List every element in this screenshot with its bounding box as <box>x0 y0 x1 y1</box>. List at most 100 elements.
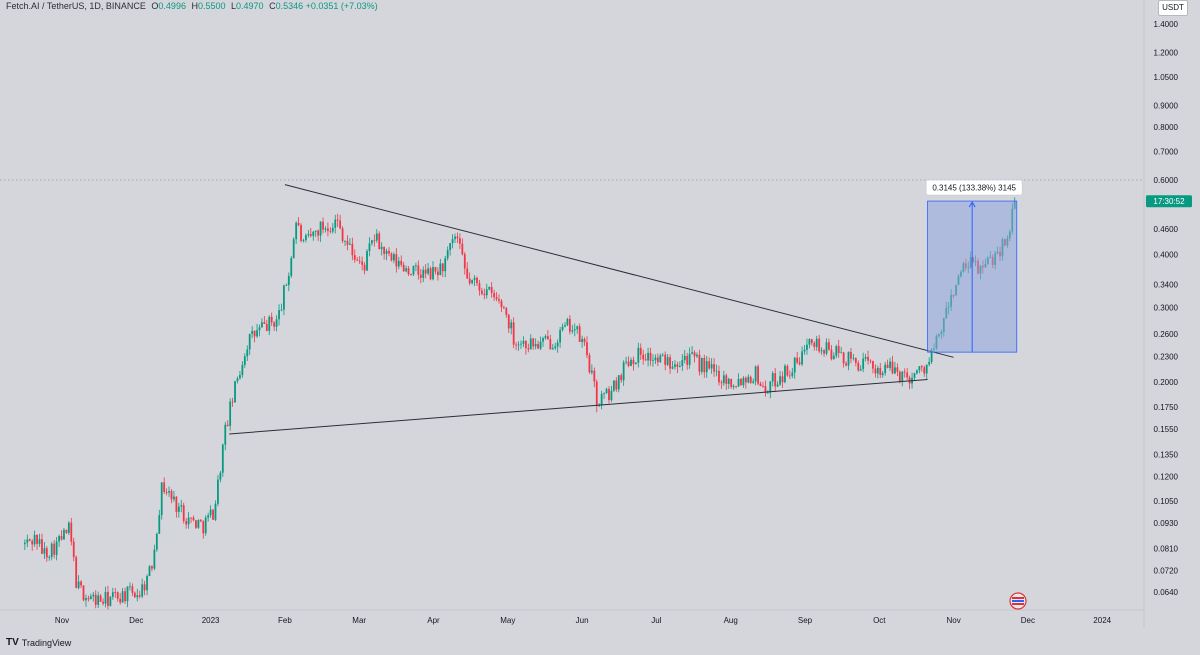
candle-body <box>600 393 603 406</box>
candle-body <box>564 325 566 327</box>
price-axis[interactable] <box>1144 0 1200 628</box>
candle <box>480 287 483 296</box>
candle <box>730 378 733 389</box>
candle-body <box>676 364 679 367</box>
candle <box>593 367 596 388</box>
candle <box>419 268 422 284</box>
candle <box>138 590 141 599</box>
candle <box>192 515 195 522</box>
candle <box>881 371 884 378</box>
candle <box>576 325 579 334</box>
candle-body <box>85 598 87 601</box>
candle <box>258 324 261 337</box>
time-axis-labels: Nov Dec 2023 Feb Mar Apr May Jun Jul Aug Sep Oct Nov… <box>55 616 1112 625</box>
candle <box>859 365 862 372</box>
currency-selector[interactable]: USDT <box>1158 0 1188 16</box>
candle <box>647 347 649 367</box>
candle <box>182 502 185 524</box>
candle-body <box>261 322 263 328</box>
candle <box>854 357 857 367</box>
candle <box>884 361 887 376</box>
candle <box>400 255 403 268</box>
high-label: H <box>191 1 198 11</box>
price-tick-label: 0.1050 <box>1154 497 1179 506</box>
candle <box>305 233 307 243</box>
candle-body <box>116 592 119 599</box>
candle <box>625 356 627 365</box>
tradingview-branding[interactable]: TV TradingView <box>6 637 71 648</box>
candle <box>510 319 513 335</box>
candle <box>732 384 735 390</box>
candle <box>48 555 51 561</box>
candle-body <box>493 292 496 298</box>
candle-body <box>133 592 136 598</box>
candle-body <box>55 541 58 555</box>
candle <box>50 541 53 561</box>
candle <box>874 364 877 378</box>
candle <box>146 574 148 596</box>
candle-body <box>872 361 874 369</box>
candle-body <box>119 598 122 603</box>
candle <box>385 248 388 261</box>
candle <box>471 279 474 285</box>
candle <box>251 326 254 339</box>
candle-body <box>813 342 816 347</box>
candle-body <box>353 255 356 260</box>
candle <box>925 364 928 380</box>
candle-body <box>224 424 227 445</box>
candle-body <box>33 534 36 545</box>
drawings-layer[interactable]: 0.3145 (133.38%) 3145 <box>229 179 1023 435</box>
candle <box>522 336 525 348</box>
ascending-support-trendline[interactable] <box>229 378 928 435</box>
descending-resistance-trendline[interactable] <box>284 184 954 358</box>
candle <box>275 315 278 332</box>
candle-body <box>784 365 786 383</box>
candle <box>820 347 823 355</box>
candle-body <box>502 307 505 309</box>
candle-body <box>373 240 376 242</box>
candle-body <box>744 377 747 383</box>
candle-body <box>693 352 696 357</box>
candle-body <box>903 371 906 373</box>
candle-body <box>405 268 408 272</box>
candle-body <box>573 329 576 331</box>
candle-body <box>823 350 825 354</box>
candle-body <box>683 355 686 361</box>
candle-body <box>378 233 381 250</box>
candle <box>894 362 896 375</box>
candle <box>407 265 410 277</box>
candle <box>771 371 774 387</box>
flag-icon[interactable] <box>1009 592 1027 610</box>
price-tick-label: 0.2600 <box>1154 330 1179 339</box>
candle-body <box>158 515 161 534</box>
candle-body <box>480 290 483 294</box>
close-value: 0.5346 <box>275 1 304 11</box>
candle <box>329 227 332 234</box>
candle-body <box>461 243 464 255</box>
candle-body <box>75 557 78 588</box>
candle <box>94 590 97 609</box>
candle-body <box>815 338 818 347</box>
candle-body <box>896 367 899 372</box>
candle-body <box>798 362 801 365</box>
candle-body <box>510 322 513 329</box>
candle <box>65 529 68 534</box>
candle-body <box>615 380 618 390</box>
price-tick-label: 0.1200 <box>1154 472 1179 481</box>
candle <box>637 342 640 368</box>
candle-body <box>620 375 623 381</box>
candle-body <box>53 543 56 555</box>
candle-body <box>859 369 862 371</box>
price-tick-label: 0.1550 <box>1154 425 1179 434</box>
candle-body <box>869 360 872 362</box>
symbol-title: Fetch.AI / TetherUS, 1D, BINANCE <box>6 1 146 11</box>
candle <box>722 370 725 386</box>
candle <box>432 261 434 281</box>
candle-body <box>368 243 371 252</box>
symbol-legend[interactable]: Fetch.AI / TetherUS, 1D, BINANCE O0.4996… <box>6 0 378 14</box>
candle-body <box>608 388 610 401</box>
candle <box>141 578 144 599</box>
candle-body <box>747 376 750 383</box>
candle <box>458 233 461 249</box>
